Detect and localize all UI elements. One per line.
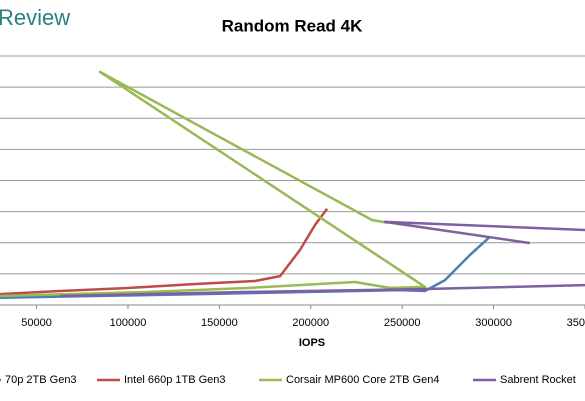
x-tick-label: 50000 bbox=[21, 317, 52, 329]
x-tick-label: 300000 bbox=[475, 317, 512, 329]
logo: Review bbox=[0, 5, 70, 30]
x-axis-label: IOPS bbox=[299, 337, 325, 349]
x-tick-label: 100000 bbox=[110, 317, 147, 329]
series-line bbox=[59, 220, 585, 298]
series-line bbox=[0, 208, 329, 296]
x-tick-label: 250000 bbox=[384, 317, 421, 329]
legend-label: Corsair MP600 Core 2TB Gen4 bbox=[286, 374, 439, 386]
legend-label: Intel 660p 1TB Gen3 bbox=[124, 374, 226, 386]
chart-title: Random Read 4K bbox=[222, 16, 363, 35]
legend-label: 70p 2TB Gen3 bbox=[5, 374, 77, 386]
legend-label: Sabrent Rocket bbox=[500, 374, 576, 386]
x-tick-label: 200000 bbox=[292, 317, 329, 329]
series-line bbox=[0, 70, 427, 298]
x-tick-label: 350000 bbox=[567, 317, 585, 329]
x-tick-label: 150000 bbox=[201, 317, 238, 329]
